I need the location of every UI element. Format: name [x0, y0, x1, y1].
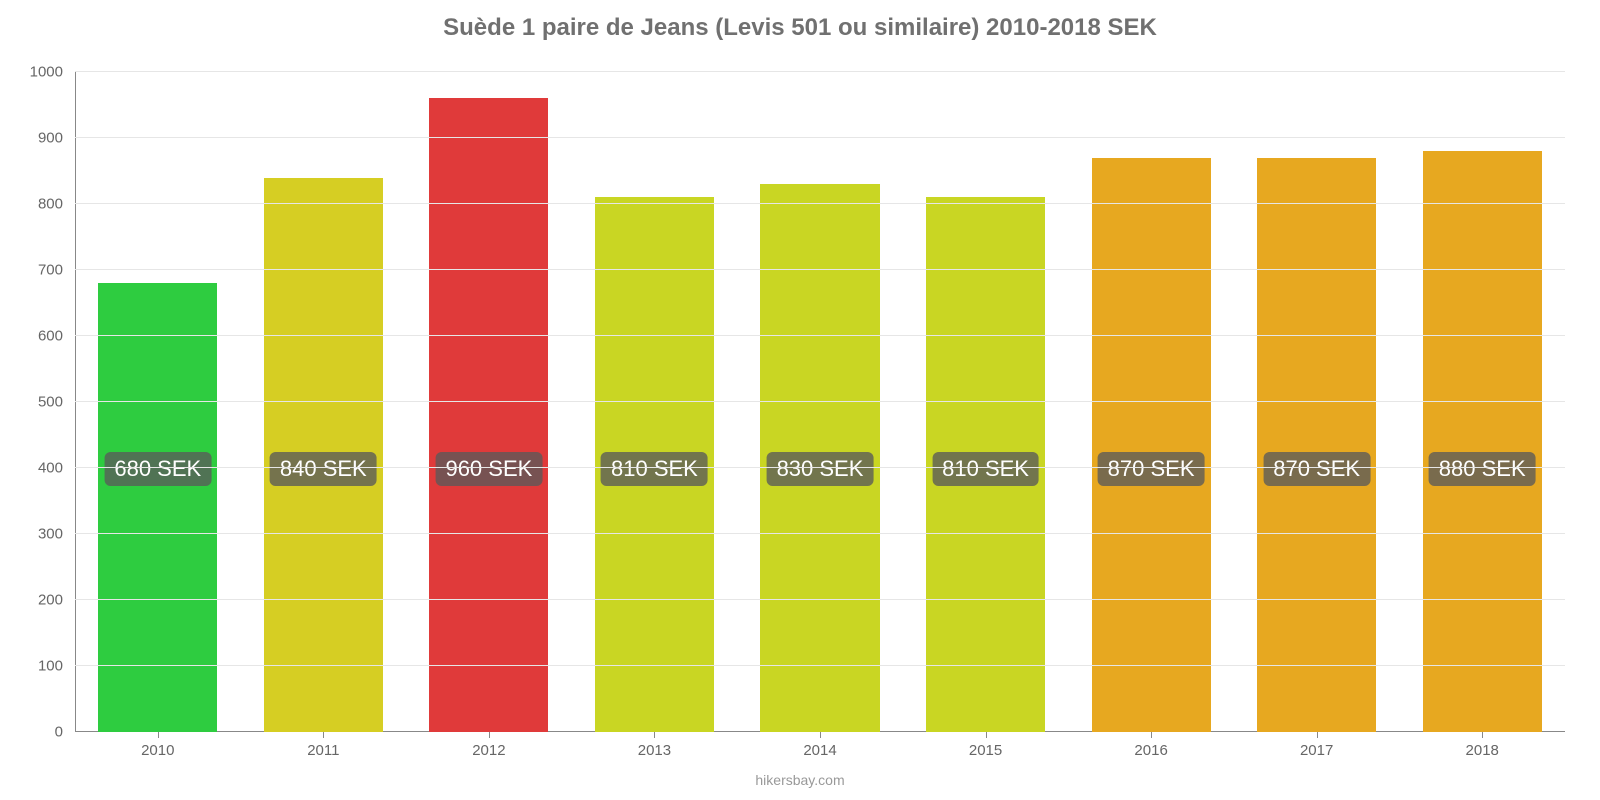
grid-line — [75, 665, 1565, 666]
grid-line — [75, 335, 1565, 336]
source-label: hikersbay.com — [755, 772, 844, 788]
y-tick-label: 500 — [38, 394, 75, 411]
x-tick-label: 2010 — [141, 732, 174, 759]
grid-line — [75, 533, 1565, 534]
bar-value-label: 830 SEK — [767, 452, 874, 486]
grid-line — [75, 599, 1565, 600]
y-tick-label: 100 — [38, 658, 75, 675]
y-tick-label: 200 — [38, 592, 75, 609]
x-tick-label: 2013 — [638, 732, 671, 759]
bars-group: 680 SEK 840 SEK 960 SEK 810 SEK 830 SEK 810 S… — [75, 72, 1565, 732]
x-tick-label: 2017 — [1300, 732, 1333, 759]
y-tick-label: 800 — [38, 196, 75, 213]
bar: 830 SEK — [760, 184, 879, 732]
y-tick-label: 700 — [38, 262, 75, 279]
bar: 810 SEK — [595, 197, 714, 732]
grid-line — [75, 71, 1565, 72]
bar: 870 SEK — [1257, 158, 1376, 732]
bar-value-label: 840 SEK — [270, 452, 377, 486]
x-tick-label: 2014 — [803, 732, 836, 759]
bar-value-label: 880 SEK — [1429, 452, 1536, 486]
bar: 810 SEK — [926, 197, 1045, 732]
grid-line — [75, 269, 1565, 270]
bar-value-label: 810 SEK — [932, 452, 1039, 486]
y-tick-label: 400 — [38, 460, 75, 477]
grid-line — [75, 401, 1565, 402]
bar: 840 SEK — [264, 178, 383, 732]
grid-line — [75, 467, 1565, 468]
x-tick-label: 2018 — [1466, 732, 1499, 759]
bar-value-label: 960 SEK — [435, 452, 542, 486]
bar: 870 SEK — [1092, 158, 1211, 732]
y-tick-label: 600 — [38, 328, 75, 345]
y-tick-label: 0 — [55, 724, 75, 741]
bar-value-label: 870 SEK — [1263, 452, 1370, 486]
bar-value-label: 870 SEK — [1098, 452, 1205, 486]
bar-value-label: 680 SEK — [104, 452, 211, 486]
x-tick-label: 2012 — [472, 732, 505, 759]
grid-line — [75, 203, 1565, 204]
y-tick-label: 300 — [38, 526, 75, 543]
plot-area: 680 SEK 840 SEK 960 SEK 810 SEK 830 SEK 810 S… — [75, 72, 1565, 732]
x-tick-label: 2011 — [307, 732, 339, 759]
x-tick-label: 2015 — [969, 732, 1002, 759]
bar: 880 SEK — [1423, 151, 1542, 732]
chart-title: Suède 1 paire de Jeans (Levis 501 ou sim… — [0, 0, 1600, 42]
bar-value-label: 810 SEK — [601, 452, 708, 486]
chart-container: Suède 1 paire de Jeans (Levis 501 ou sim… — [0, 0, 1600, 800]
y-tick-label: 1000 — [30, 64, 75, 81]
y-tick-label: 900 — [38, 130, 75, 147]
x-tick-label: 2016 — [1134, 732, 1167, 759]
bar: 960 SEK — [429, 98, 548, 732]
grid-line — [75, 137, 1565, 138]
